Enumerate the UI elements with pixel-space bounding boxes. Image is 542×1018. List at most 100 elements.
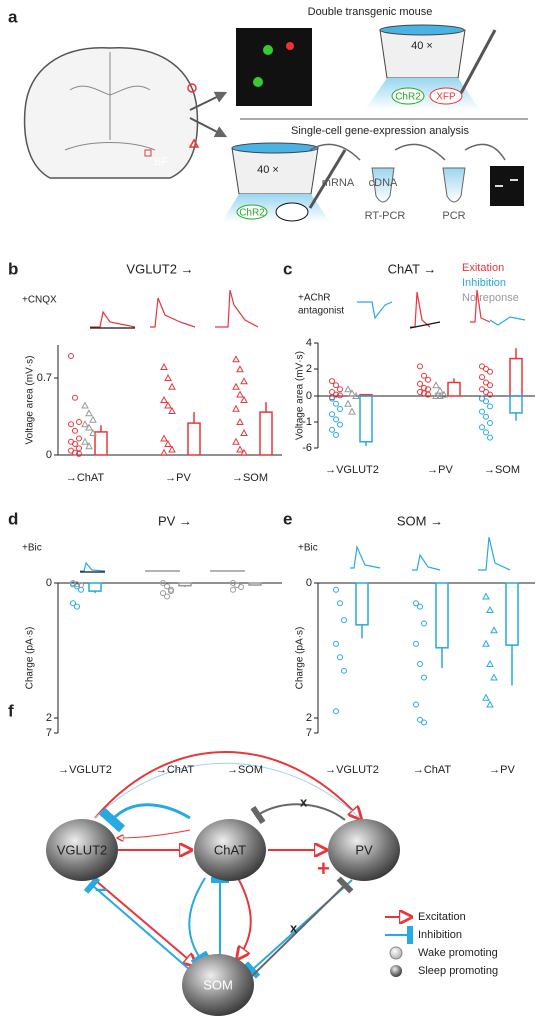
point xyxy=(78,582,84,589)
point xyxy=(160,448,168,456)
node-label: VGLUT2 xyxy=(57,842,108,857)
point xyxy=(487,434,493,441)
panel-a: a BF Double transgenic mouse 40 × ChR2 X… xyxy=(8,6,528,222)
x-tick-label: →SOM xyxy=(484,464,520,476)
point xyxy=(337,386,343,393)
point xyxy=(337,654,343,661)
point xyxy=(68,421,74,428)
y-tick-label: 0 xyxy=(306,390,312,402)
bar xyxy=(447,381,461,397)
bar xyxy=(509,357,523,397)
point xyxy=(421,620,427,627)
node xyxy=(182,954,254,1016)
point xyxy=(348,389,356,397)
point xyxy=(333,432,339,438)
bar xyxy=(187,422,201,456)
point xyxy=(236,417,244,425)
y-tick-label: 0 xyxy=(46,449,52,461)
inhibition-arrow xyxy=(188,877,210,966)
point xyxy=(479,374,485,381)
point xyxy=(85,442,93,450)
legend-label: Wake promoting xyxy=(418,947,498,959)
bar xyxy=(178,582,192,587)
point xyxy=(232,437,240,445)
point xyxy=(333,640,339,647)
point xyxy=(164,583,170,590)
inhibition-arrow xyxy=(98,803,191,833)
point xyxy=(341,667,347,674)
objective-label: 40 × xyxy=(257,164,279,176)
bar xyxy=(248,582,262,586)
point xyxy=(168,445,176,453)
inhibition-arrow xyxy=(83,876,191,971)
y-tick-label: -1 xyxy=(302,416,312,428)
bar xyxy=(359,395,373,443)
legend-label: Exitation xyxy=(462,262,504,274)
point xyxy=(236,390,244,398)
point xyxy=(74,581,80,588)
panel-label: e xyxy=(283,509,292,528)
point xyxy=(486,659,494,667)
chart-title: PV → xyxy=(158,513,192,528)
point xyxy=(164,373,172,381)
point xyxy=(164,439,172,447)
excitation-arrow xyxy=(238,877,252,958)
point xyxy=(68,353,74,359)
point xyxy=(164,401,172,409)
xfp-label: XFP xyxy=(436,92,456,103)
point xyxy=(417,661,423,667)
point xyxy=(421,372,427,379)
y-tick-label: 0 xyxy=(306,577,312,589)
point xyxy=(413,640,419,647)
point xyxy=(76,435,82,442)
point xyxy=(482,639,490,647)
objective-top xyxy=(379,24,465,36)
point xyxy=(490,626,498,634)
legend-label: Inhibition xyxy=(462,277,506,289)
point xyxy=(333,586,339,593)
y-axis-label: Charge (pA·s) xyxy=(295,627,306,690)
region-label: BF xyxy=(154,156,168,168)
point xyxy=(487,368,493,375)
node xyxy=(328,819,400,881)
point xyxy=(168,382,176,390)
chart-title: SOM → xyxy=(397,513,443,528)
point xyxy=(482,592,490,600)
point xyxy=(81,420,89,428)
legend-label: No reponse xyxy=(462,292,519,304)
point xyxy=(240,377,248,385)
point xyxy=(421,719,427,726)
point xyxy=(230,586,236,593)
blocked-link xyxy=(250,803,346,825)
legend-sleep xyxy=(390,965,402,977)
node xyxy=(194,819,266,881)
point xyxy=(417,388,423,395)
bottom-title: Single-cell gene-expression analysis xyxy=(291,125,469,137)
point xyxy=(432,381,440,389)
point xyxy=(329,426,335,433)
point xyxy=(160,590,166,597)
point xyxy=(329,411,335,418)
point xyxy=(344,399,352,407)
y-axis-label: Voltage area (mV·s) xyxy=(295,351,306,440)
point xyxy=(421,674,427,681)
point xyxy=(486,700,494,708)
annotation: antagonist xyxy=(298,306,344,317)
point xyxy=(70,580,76,586)
flow-arrows xyxy=(309,143,506,161)
pipette xyxy=(308,149,347,209)
point xyxy=(337,600,343,607)
objective-label: 40 × xyxy=(411,40,433,52)
point xyxy=(413,600,419,607)
point xyxy=(329,378,335,385)
point xyxy=(417,380,423,387)
circle-icon xyxy=(187,83,197,93)
point xyxy=(168,406,176,414)
panel-label: c xyxy=(283,259,292,278)
y-tick-label: 2 xyxy=(306,712,312,724)
point xyxy=(76,419,82,425)
arrow xyxy=(189,91,228,111)
point xyxy=(74,603,80,610)
point xyxy=(72,394,78,401)
legend-label: Sleep promoting xyxy=(418,965,498,977)
